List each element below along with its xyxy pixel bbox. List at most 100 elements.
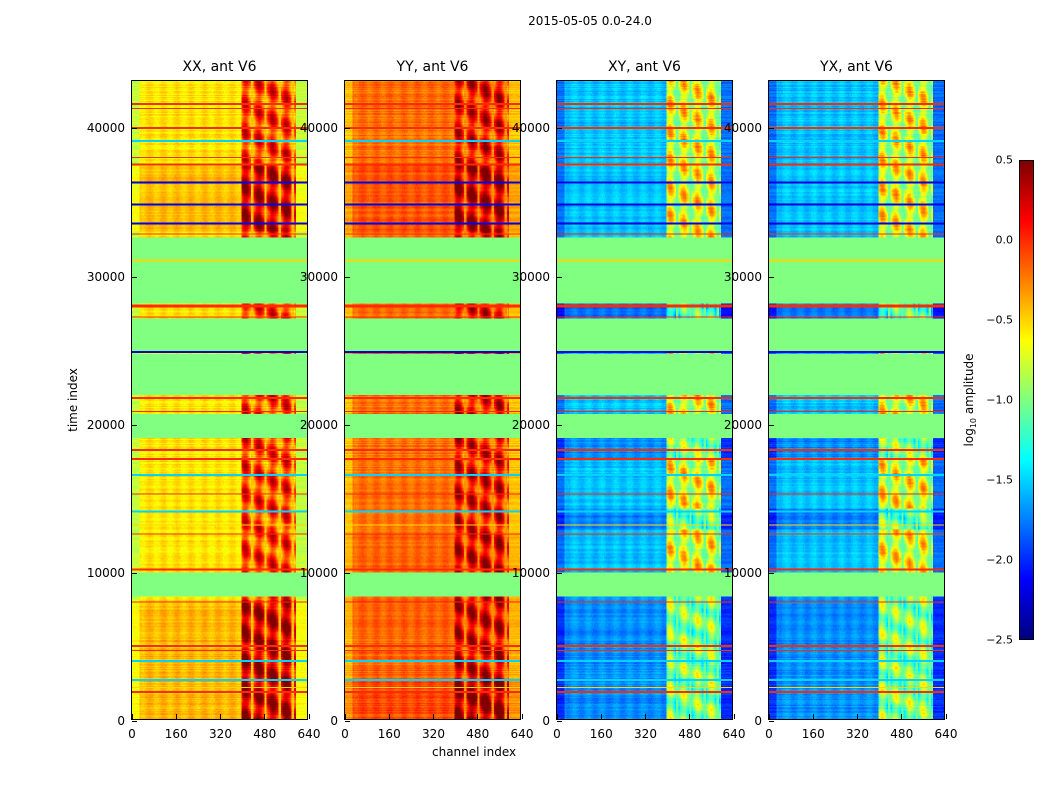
y-tick-mark: [345, 721, 350, 722]
x-tick-label: 640: [934, 727, 958, 741]
colorbar-tick-label: −1.0: [986, 393, 1013, 407]
y-tick-label: 0: [754, 714, 762, 728]
y-tick-mark: [557, 721, 562, 722]
y-tick-label: 40000: [511, 121, 550, 136]
x-tick-label: 0: [553, 727, 561, 741]
heatmap-panel-3: XY, ant V6 0 160 320 480 640 0 10000 20000 30000 4…: [512, 59, 746, 741]
y-tick-label: 20000: [86, 417, 125, 432]
y-tick-mark: [345, 276, 350, 278]
y-tick-mark: [769, 128, 774, 130]
x-tick-mark: [264, 714, 266, 719]
heatmap-image: [557, 81, 732, 719]
colorbar-label: log10 amplitude: [961, 353, 979, 447]
y-tick-mark: [132, 128, 137, 130]
x-tick-mark: [901, 714, 903, 719]
y-tick-label: 40000: [299, 121, 338, 136]
y-tick-mark: [769, 572, 774, 574]
x-tick-mark: [521, 714, 523, 719]
x-tick-mark: [945, 714, 947, 719]
x-tick-label: 0: [765, 727, 773, 741]
y-tick-mark: [557, 276, 562, 278]
y-tick-label: 20000: [511, 417, 550, 432]
y-tick-label: 0: [330, 714, 338, 728]
heatmap-panel-4: YX, ant V6 0 160 320 480 640 0 10000 20000 30000 4…: [724, 59, 958, 741]
y-tick-label: 30000: [299, 269, 338, 284]
x-tick-label: 0: [341, 727, 349, 741]
colorbar-tick-label: −0.5: [986, 313, 1013, 327]
x-tick-mark: [768, 714, 770, 719]
x-tick-label: 480: [890, 727, 914, 741]
y-tick-mark: [557, 424, 562, 426]
x-tick-mark: [600, 714, 602, 719]
x-tick-mark: [433, 714, 434, 719]
heatmap-panel-2: YY, ant V6 0 160 320 480 640 0 10000 20000 30000 4…: [300, 59, 534, 741]
colorbar-tick-label: −2.5: [986, 633, 1013, 647]
x-tick-label: 320: [634, 727, 657, 741]
x-tick-label: 320: [422, 727, 445, 741]
x-tick-mark: [857, 714, 858, 719]
x-tick-label: 320: [846, 727, 869, 741]
colorbar-tick-label: 0.5: [995, 153, 1014, 167]
x-tick-mark: [733, 714, 735, 719]
y-tick-mark: [345, 572, 350, 574]
panel-title: YY, ant V6: [396, 59, 469, 75]
panel-title: XY, ant V6: [608, 59, 681, 75]
heatmap-image: [132, 81, 307, 719]
y-tick-mark: [769, 721, 774, 722]
y-tick-label: 10000: [511, 565, 550, 580]
panel-title: YX, ant V6: [820, 59, 893, 75]
x-tick-mark: [477, 714, 479, 719]
y-tick-label: 40000: [86, 121, 125, 136]
x-tick-mark: [220, 714, 221, 719]
y-tick-label: 30000: [723, 269, 762, 284]
y-tick-label: 10000: [299, 565, 338, 580]
y-tick-mark: [769, 424, 774, 426]
y-tick-label: 20000: [723, 417, 762, 432]
x-tick-label: 640: [510, 727, 534, 741]
colorbar-tick-label: −2.0: [986, 553, 1013, 567]
x-tick-label: 480: [678, 727, 702, 741]
y-tick-label: 10000: [723, 565, 762, 580]
x-tick-label: 160: [164, 727, 188, 741]
y-tick-label: 0: [542, 714, 550, 728]
y-tick-mark: [132, 721, 137, 722]
y-tick-label: 0: [117, 714, 125, 728]
colorbar-tick-label: −1.5: [986, 473, 1013, 487]
x-tick-label: 640: [722, 727, 746, 741]
colorbar-tick-label: 0.0: [995, 233, 1014, 247]
y-tick-mark: [769, 276, 774, 278]
x-tick-label: 0: [128, 727, 136, 741]
colorbar: [1019, 160, 1034, 640]
y-tick-mark: [345, 128, 350, 130]
heatmap-panel-1: XX, ant V6 0 160 320 480 640 0 10000 20000 30000 4…: [87, 59, 321, 741]
y-tick-label: 20000: [299, 417, 338, 432]
x-tick-label: 480: [466, 727, 490, 741]
y-tick-mark: [557, 572, 562, 574]
y-axis-label: time index: [66, 368, 80, 432]
x-tick-mark: [344, 714, 346, 719]
x-tick-label: 320: [209, 727, 232, 741]
x-tick-mark: [131, 714, 133, 719]
x-tick-mark: [556, 714, 558, 719]
x-tick-mark: [645, 714, 646, 719]
y-tick-label: 30000: [511, 269, 550, 284]
x-tick-label: 480: [253, 727, 277, 741]
x-tick-label: 160: [377, 727, 401, 741]
x-tick-mark: [812, 714, 814, 719]
heatmap-image: [345, 81, 520, 719]
figure-title: 2015-05-05 0.0-24.0: [528, 14, 652, 28]
y-tick-mark: [132, 424, 137, 426]
y-tick-mark: [557, 128, 562, 130]
x-tick-mark: [308, 714, 310, 719]
y-tick-label: 40000: [723, 121, 762, 136]
y-tick-mark: [132, 276, 137, 278]
x-tick-mark: [175, 714, 177, 719]
panel-title: XX, ant V6: [182, 59, 257, 75]
x-tick-mark: [388, 714, 390, 719]
x-tick-label: 160: [801, 727, 825, 741]
y-tick-label: 30000: [86, 269, 125, 284]
x-tick-label: 160: [589, 727, 613, 741]
x-tick-label: 640: [297, 727, 321, 741]
heatmap-image: [769, 81, 944, 719]
